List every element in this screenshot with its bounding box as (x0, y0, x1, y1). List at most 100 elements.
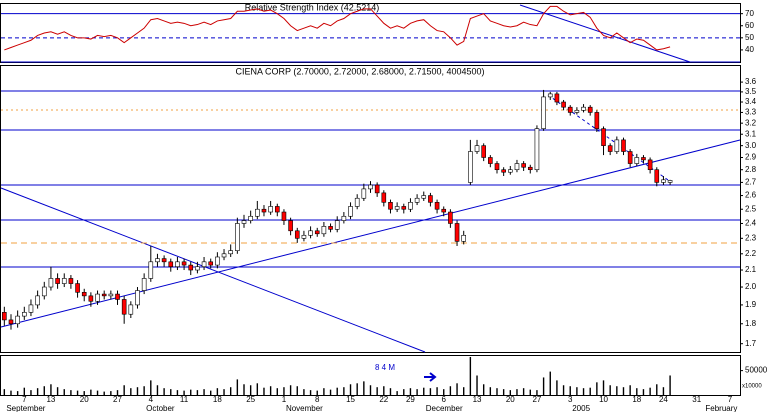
y-tick-label: 2.2 (745, 249, 757, 258)
y-tick-label: 1.7 (745, 339, 757, 348)
x-tick-label: 18 (632, 395, 641, 404)
volume-bar (210, 390, 212, 395)
volume-bar (3, 389, 6, 395)
candle-body (381, 192, 387, 203)
volume-bar (96, 390, 99, 395)
candle-body (654, 169, 660, 183)
candle-body (534, 128, 540, 171)
candle-body (488, 157, 493, 164)
candle-body (228, 250, 233, 255)
candle-body (468, 151, 473, 183)
volume-bar (562, 385, 565, 395)
arrow (424, 372, 437, 382)
candle-body (414, 197, 420, 203)
y-tick-label: 40 (745, 45, 754, 54)
candle-body (461, 234, 467, 242)
volume-bar (30, 390, 32, 395)
y-tick-label: 3.3 (745, 108, 757, 117)
volume-bar (36, 388, 39, 395)
x-tick-label: 10 (599, 395, 608, 404)
volume-bar (609, 385, 611, 395)
candle-body (128, 304, 134, 315)
volume-bar (556, 380, 558, 395)
candle-body (388, 202, 393, 210)
candle-body (501, 169, 506, 173)
volume-bar (276, 388, 278, 395)
volume-bar (156, 385, 159, 395)
volume-bar (130, 388, 132, 395)
candle-body (235, 223, 240, 251)
volume-bar (303, 389, 305, 395)
y-tick-label: 2.7 (745, 178, 757, 187)
volume-bar (389, 388, 392, 395)
y-tick-label: 2.1 (745, 265, 757, 274)
volume-bar (656, 384, 658, 395)
y-tick-label: 2.4 (745, 219, 757, 228)
volume-bar (363, 381, 365, 395)
candle-body (607, 145, 613, 152)
candle-body (601, 128, 606, 146)
candle-body (494, 163, 500, 171)
month-label: October (146, 404, 175, 412)
volume-bar (170, 389, 172, 395)
volume-bar (343, 387, 345, 395)
volume-bar (569, 386, 571, 395)
x-tick-label: 22 (379, 395, 388, 404)
volume-bar (249, 385, 252, 395)
x-tick-label: 20 (506, 395, 515, 404)
volume-bar (16, 391, 19, 395)
candle-body (521, 163, 526, 168)
candle-body (448, 211, 453, 224)
x-tick-label: 13 (473, 395, 482, 404)
volume-bar (283, 387, 285, 395)
candle-body (208, 261, 214, 266)
volume-bar (403, 389, 405, 395)
volume-bar (622, 387, 625, 395)
volume-bar (243, 384, 245, 395)
candle-body (115, 293, 120, 300)
volume-bar (296, 386, 298, 395)
month-label: November (286, 404, 323, 412)
rsi-title: Relative Strength Index (42.5214) (245, 2, 380, 12)
candle-body (155, 258, 160, 263)
candle-body (241, 220, 247, 224)
candle-body (421, 195, 427, 199)
volume-bar (103, 391, 105, 395)
candle-body (308, 230, 313, 236)
month-label: September (6, 404, 45, 412)
volume-bar (143, 386, 145, 395)
y-tick-label: 3.4 (745, 97, 757, 106)
volume-bar (636, 388, 638, 395)
candle-body (175, 261, 180, 268)
x-tick-label: 15 (346, 395, 355, 404)
x-tick-label: 27 (113, 395, 122, 404)
volume-bar (70, 390, 72, 395)
volume-bar (596, 382, 598, 395)
candle-body (561, 101, 566, 108)
candle-body (554, 93, 560, 103)
volume-bar (263, 387, 265, 395)
candle-body (48, 278, 54, 288)
candle-body (288, 220, 293, 232)
volume-bar (269, 386, 272, 395)
x-tick-label: 7 (22, 395, 27, 404)
volume-bar (23, 387, 26, 395)
volume-bar (602, 380, 605, 395)
candle-body (221, 253, 227, 258)
volume-bar (409, 388, 412, 395)
candle-body (514, 163, 520, 171)
month-label: 2005 (572, 404, 590, 412)
y-tick-label: 70 (745, 9, 754, 18)
volume-bar (50, 384, 52, 395)
candle-body (201, 261, 207, 268)
volume-bar (669, 375, 671, 395)
volume-bar (216, 388, 219, 395)
volume-bar (336, 387, 338, 395)
x-tick-label: 31 (692, 395, 701, 404)
candle-body (28, 304, 34, 313)
volume-bar (449, 386, 452, 395)
candle-body (627, 151, 633, 164)
volume-bar (476, 375, 478, 395)
